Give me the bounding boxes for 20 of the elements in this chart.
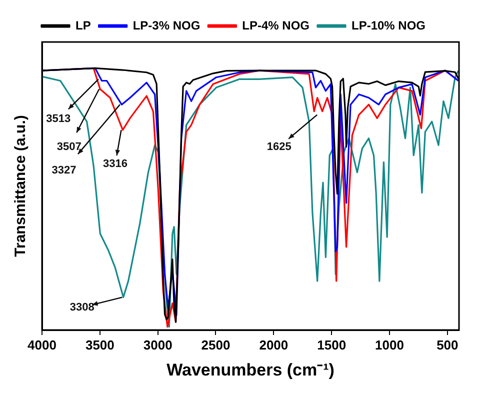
legend-label: LP-3% NOG <box>132 18 200 32</box>
x-tick-label: 1500 <box>317 337 346 352</box>
annotation: 3316 <box>102 158 128 170</box>
x-tick-label: 2000 <box>259 337 288 352</box>
annotation: 3327 <box>52 164 76 177</box>
x-tick-label: 4000 <box>28 337 56 352</box>
x-axis-title: Wavenumbers (cm⁻¹) <box>166 360 334 380</box>
annotation: 3308 <box>70 301 94 314</box>
annotation: 3507 <box>56 141 82 154</box>
y-axis-title: Transmittance (a.u.) <box>12 115 30 257</box>
x-tick-label: 2500 <box>201 337 230 352</box>
x-tick-label: 3000 <box>143 337 172 352</box>
x-tick-label: 500 <box>436 337 458 352</box>
annotation: 3513 <box>46 113 71 126</box>
legend-label: LP-4% NOG <box>242 18 310 32</box>
x-tick-label: 1000 <box>375 337 404 352</box>
legend-label: LP-10% NOG <box>352 18 426 32</box>
legend-label: LP <box>75 18 91 32</box>
annotation: 1625 <box>266 140 292 153</box>
x-tick-label: 3500 <box>85 337 114 352</box>
